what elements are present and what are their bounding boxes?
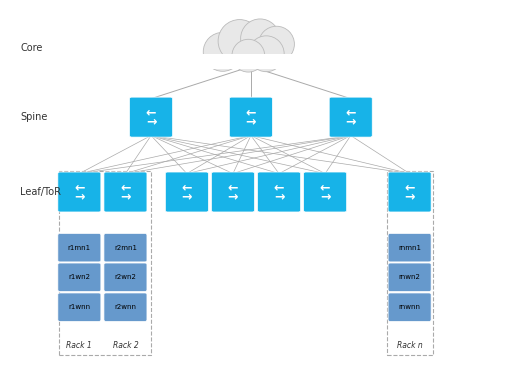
FancyBboxPatch shape bbox=[165, 172, 208, 212]
FancyBboxPatch shape bbox=[304, 172, 347, 212]
Ellipse shape bbox=[232, 39, 265, 72]
Text: Rack 1: Rack 1 bbox=[67, 341, 92, 350]
Text: ←: ← bbox=[404, 181, 415, 194]
Ellipse shape bbox=[203, 32, 242, 71]
Text: Spine: Spine bbox=[20, 112, 48, 122]
FancyBboxPatch shape bbox=[58, 233, 101, 262]
Text: ←: ← bbox=[274, 181, 284, 194]
Text: r2mn1: r2mn1 bbox=[114, 245, 137, 251]
FancyBboxPatch shape bbox=[388, 263, 431, 291]
FancyBboxPatch shape bbox=[329, 97, 372, 137]
FancyBboxPatch shape bbox=[58, 172, 101, 212]
Text: ←: ← bbox=[246, 106, 256, 119]
Ellipse shape bbox=[248, 36, 284, 72]
Text: r1wnn: r1wnn bbox=[68, 304, 91, 310]
Ellipse shape bbox=[259, 26, 294, 62]
FancyBboxPatch shape bbox=[104, 263, 147, 291]
FancyBboxPatch shape bbox=[130, 97, 173, 137]
Text: ←: ← bbox=[346, 106, 356, 119]
FancyBboxPatch shape bbox=[258, 172, 301, 212]
FancyBboxPatch shape bbox=[388, 172, 431, 212]
Text: rnwnn: rnwnn bbox=[399, 304, 420, 310]
Text: Core: Core bbox=[20, 43, 43, 53]
FancyBboxPatch shape bbox=[104, 172, 147, 212]
Text: →: → bbox=[274, 190, 284, 203]
FancyBboxPatch shape bbox=[58, 263, 101, 291]
Text: →: → bbox=[246, 115, 256, 128]
Text: →: → bbox=[404, 190, 415, 203]
Text: →: → bbox=[346, 115, 356, 128]
FancyBboxPatch shape bbox=[388, 293, 431, 321]
Text: Rack n: Rack n bbox=[397, 341, 422, 350]
Text: →: → bbox=[120, 190, 131, 203]
Ellipse shape bbox=[241, 19, 280, 58]
Text: r2wn2: r2wn2 bbox=[115, 274, 136, 280]
Text: Rack 2: Rack 2 bbox=[113, 341, 138, 350]
Text: r1mn1: r1mn1 bbox=[68, 245, 91, 251]
Text: →: → bbox=[74, 190, 84, 203]
Text: ←: ← bbox=[120, 181, 131, 194]
FancyBboxPatch shape bbox=[388, 233, 431, 262]
FancyBboxPatch shape bbox=[58, 293, 101, 321]
FancyBboxPatch shape bbox=[211, 172, 254, 212]
Text: →: → bbox=[146, 115, 156, 128]
Text: ←: ← bbox=[228, 181, 238, 194]
Text: r1wn2: r1wn2 bbox=[69, 274, 90, 280]
FancyBboxPatch shape bbox=[104, 233, 147, 262]
Text: rnmn1: rnmn1 bbox=[398, 245, 421, 251]
Text: ←: ← bbox=[182, 181, 192, 194]
Text: →: → bbox=[182, 190, 192, 203]
Bar bbox=[59, 171, 151, 355]
Text: ←: ← bbox=[74, 181, 84, 194]
Ellipse shape bbox=[218, 20, 261, 63]
FancyBboxPatch shape bbox=[104, 293, 147, 321]
Text: →: → bbox=[320, 190, 330, 203]
Text: r2wnn: r2wnn bbox=[115, 304, 136, 310]
Text: Leaf/ToR: Leaf/ToR bbox=[20, 187, 61, 197]
FancyBboxPatch shape bbox=[200, 54, 302, 69]
Text: ←: ← bbox=[320, 181, 330, 194]
Text: →: → bbox=[228, 190, 238, 203]
Bar bbox=[387, 171, 433, 355]
Text: rnwn2: rnwn2 bbox=[399, 274, 420, 280]
FancyBboxPatch shape bbox=[229, 97, 272, 137]
Text: ←: ← bbox=[146, 106, 156, 119]
